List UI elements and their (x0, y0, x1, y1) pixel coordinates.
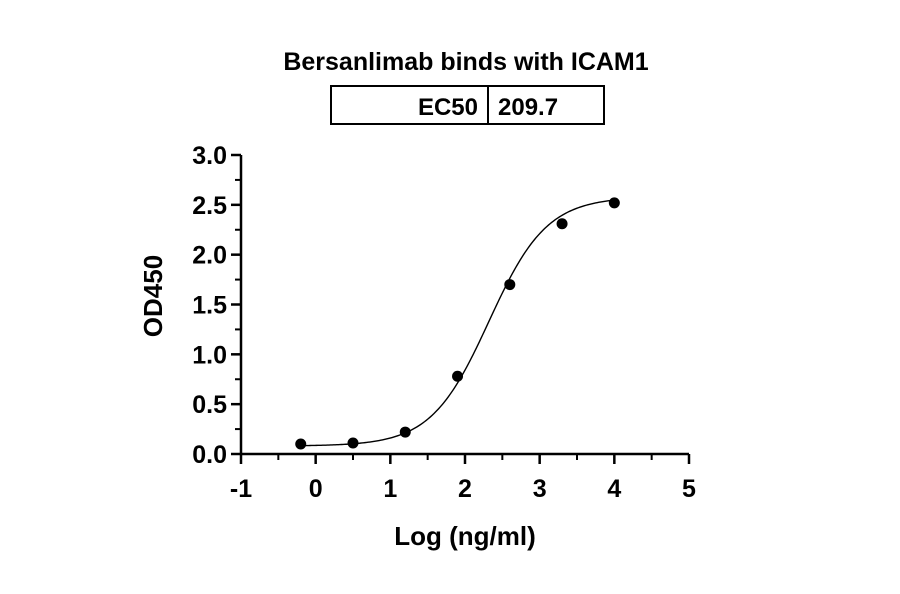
ec50-label: EC50 (418, 94, 478, 121)
data-point (556, 218, 568, 230)
data-point (347, 437, 359, 449)
y-tick-label: 0.5 (192, 391, 227, 419)
ec50-table-border (330, 85, 605, 125)
y-tick-label: 1.0 (192, 341, 227, 369)
y-tick-label: 2.0 (192, 242, 227, 270)
x-axis-label: Log (ng/ml) (394, 521, 536, 551)
ec50-value: 209.7 (498, 94, 558, 121)
x-tick-label: -1 (230, 475, 252, 503)
x-tick-label: 3 (533, 475, 547, 503)
x-tick-label: 0 (309, 475, 323, 503)
y-tick-label: 1.5 (192, 292, 227, 320)
ec50-table: EC50 209.7 (330, 85, 605, 125)
y-axis-label: OD450 (138, 255, 168, 337)
x-tick-label: 5 (682, 475, 696, 503)
y-tick-label: 2.5 (192, 192, 227, 220)
data-point (608, 197, 620, 209)
fit-curve (300, 199, 615, 447)
x-tick-label: 4 (607, 475, 621, 503)
y-tick-label: 0.0 (192, 441, 227, 469)
x-tick-label: 2 (458, 475, 472, 503)
data-point (295, 438, 307, 450)
chart-title: Bersanlimab binds with ICAM1 (283, 48, 648, 76)
data-point (452, 370, 464, 382)
data-point (504, 279, 516, 291)
y-tick-label: 3.0 (192, 142, 227, 170)
data-point (399, 426, 411, 438)
x-ticks: -1 0 1 2 3 4 5 (230, 454, 696, 503)
data-points (295, 197, 620, 450)
x-tick-label: 1 (383, 475, 397, 503)
y-ticks: 0.0 0.5 1.0 1.5 2.0 2.5 3.0 (192, 142, 241, 469)
